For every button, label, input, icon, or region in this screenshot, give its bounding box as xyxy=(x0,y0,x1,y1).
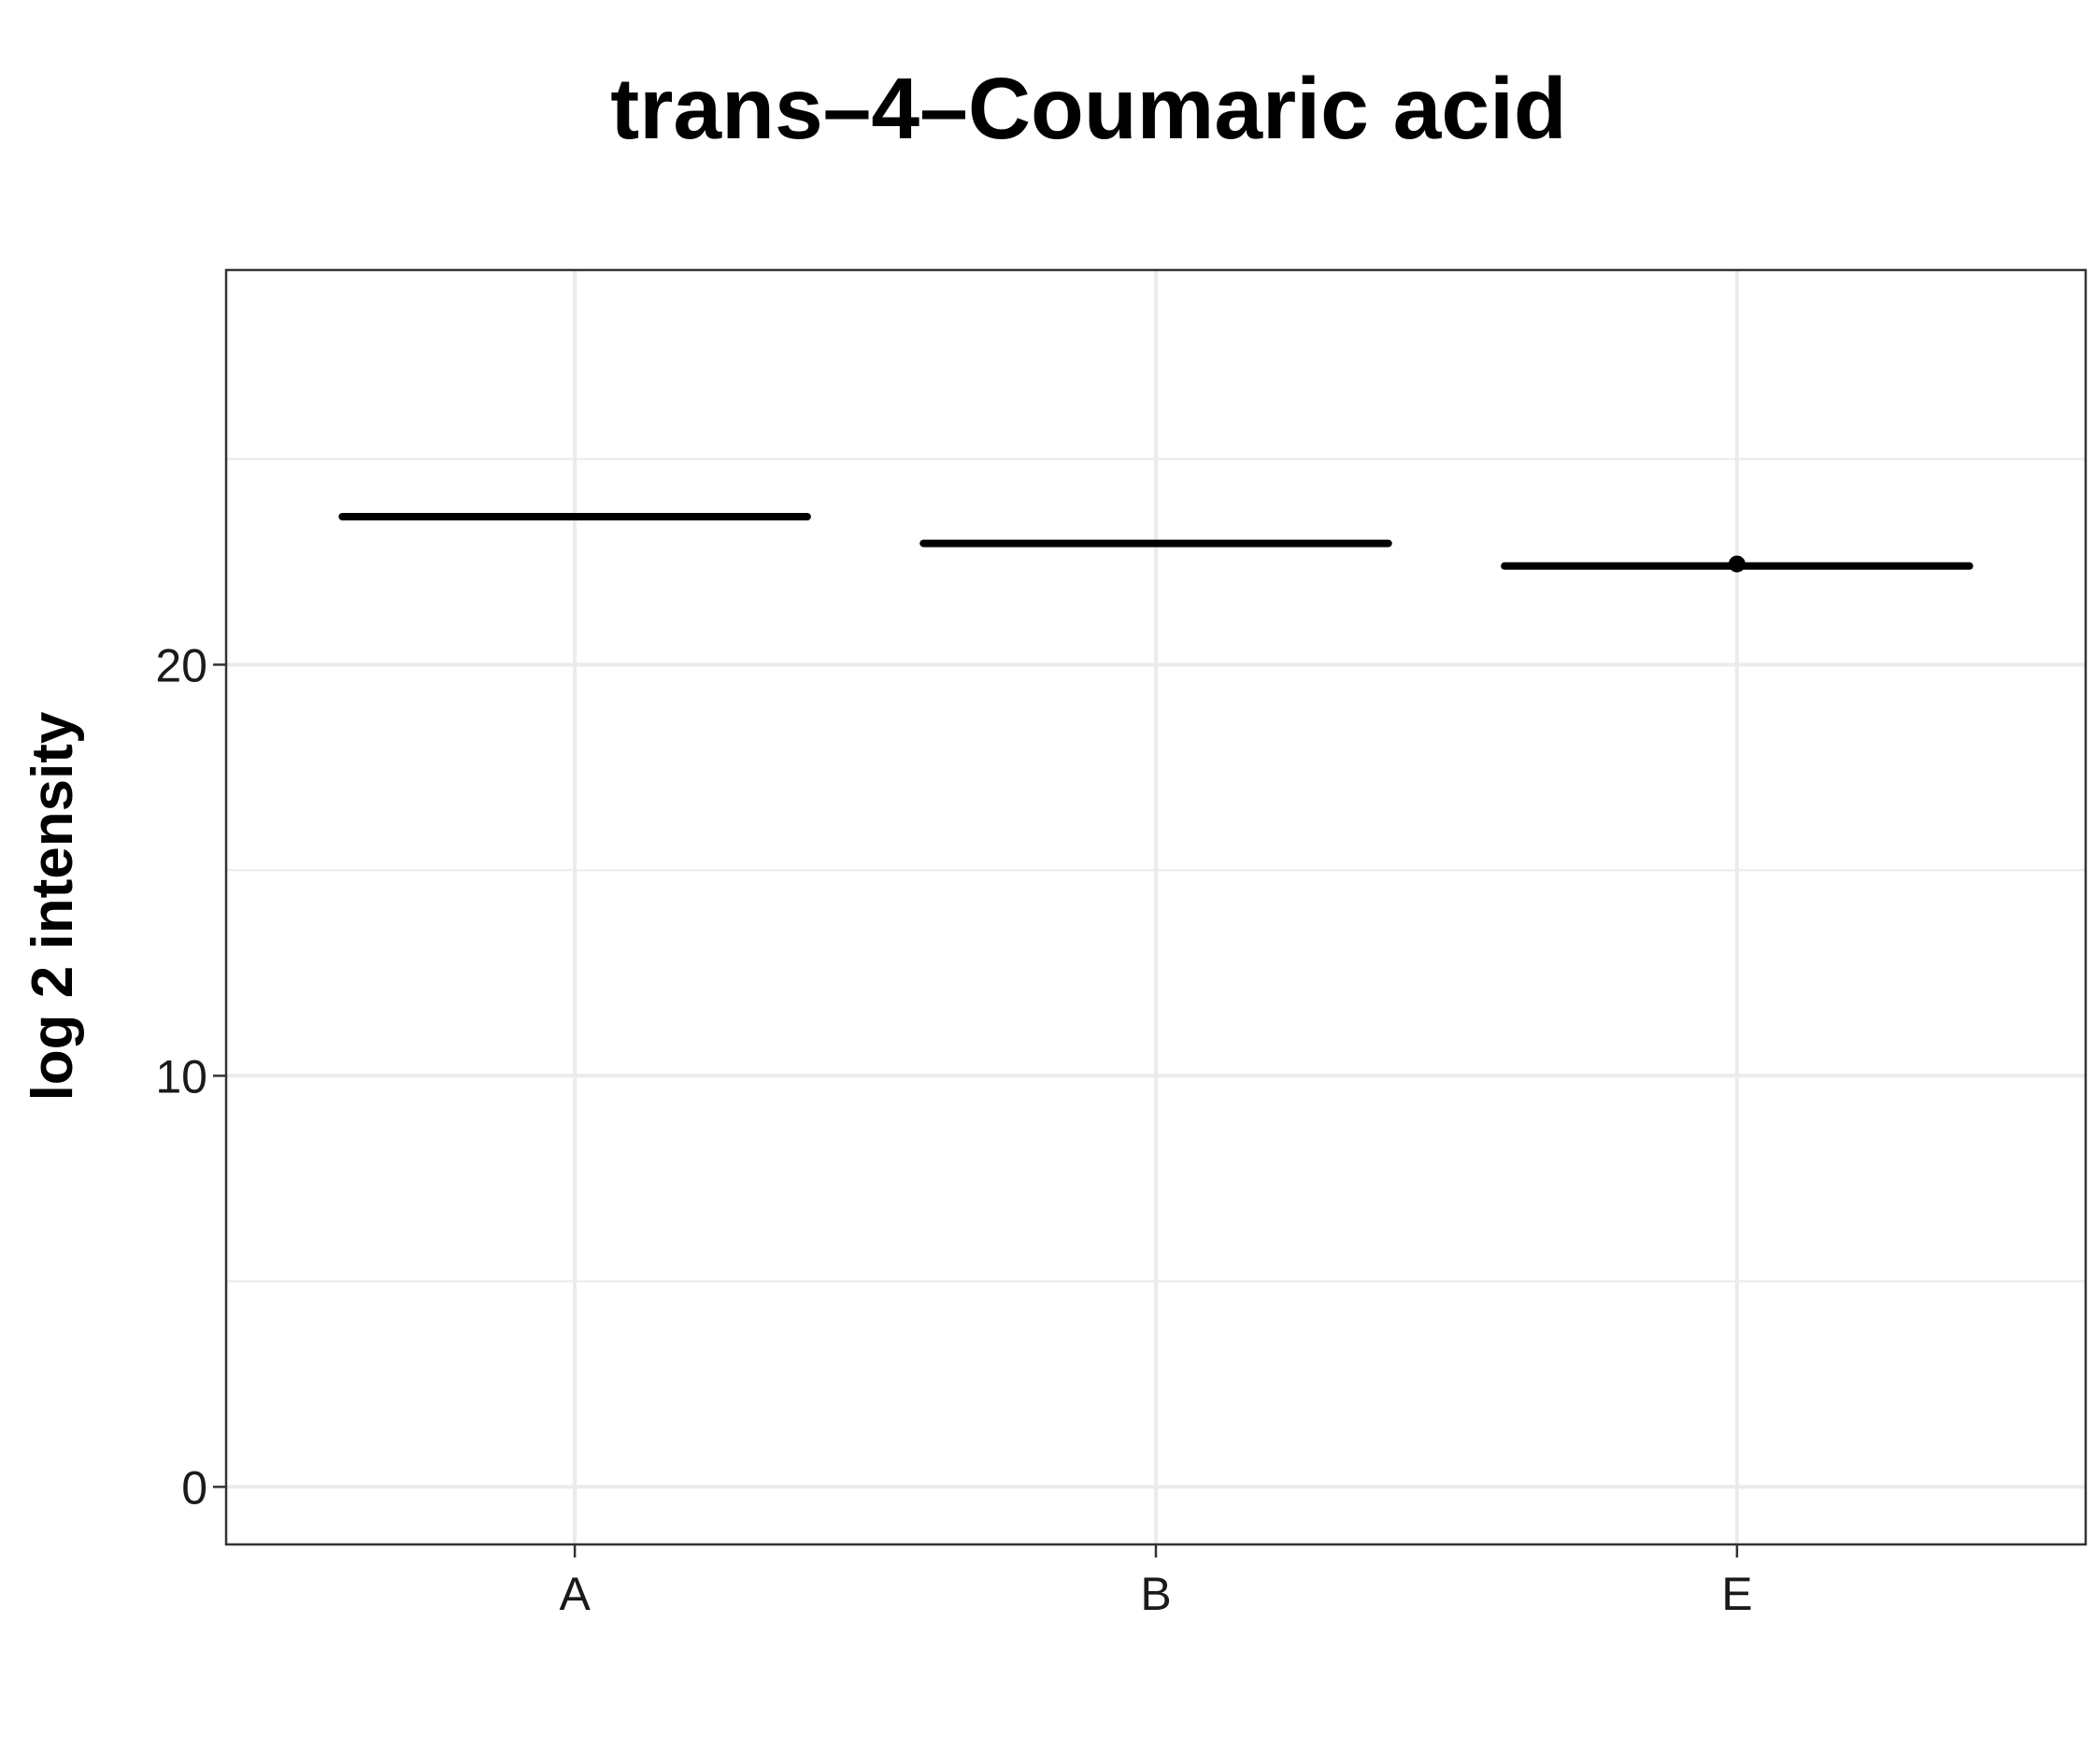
major-gridlines xyxy=(226,270,2086,1544)
chart-title: trans–4–Coumaric acid xyxy=(610,60,1566,157)
x-tick-label: A xyxy=(559,1568,591,1620)
box-series xyxy=(338,513,1974,573)
y-axis-title: log 2 intensity xyxy=(21,711,85,1101)
y-tick-label: 10 xyxy=(155,1050,207,1102)
x-tick-label: B xyxy=(1140,1568,1171,1620)
outlier-point xyxy=(1728,555,1746,573)
y-tick-label: 20 xyxy=(155,639,207,691)
y-tick-label: 0 xyxy=(181,1461,207,1514)
y-axis: 0 10 20 xyxy=(155,639,226,1514)
box-E xyxy=(1501,555,1974,573)
x-tick-label: E xyxy=(1721,1568,1752,1620)
